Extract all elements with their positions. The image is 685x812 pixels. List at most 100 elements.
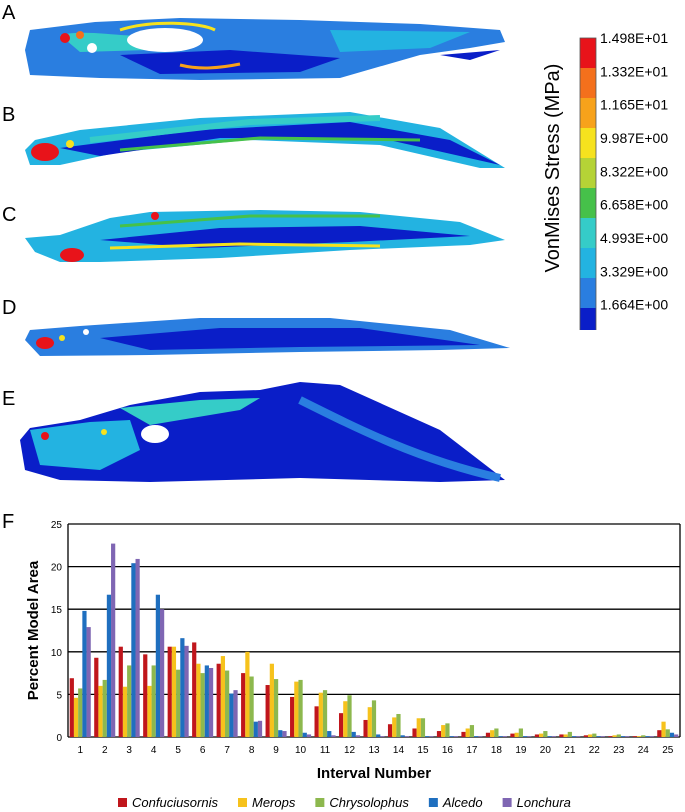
legend-swatch xyxy=(502,798,512,807)
y-tick-label: 0 xyxy=(56,733,62,744)
panel-label-c: C xyxy=(2,204,17,226)
bar xyxy=(278,730,283,737)
bar xyxy=(600,736,605,737)
bar xyxy=(322,690,328,737)
bar xyxy=(461,731,466,737)
bar xyxy=(657,730,662,737)
colorbar-segment xyxy=(580,278,596,308)
bar xyxy=(171,646,177,737)
bar xyxy=(669,732,675,737)
bar xyxy=(608,736,613,737)
bar xyxy=(184,645,189,737)
bar xyxy=(159,609,165,737)
model-b-merops xyxy=(25,112,505,168)
panel-label-d: D xyxy=(2,297,17,319)
bar xyxy=(196,663,201,737)
bar xyxy=(233,690,238,737)
bar xyxy=(429,736,434,737)
x-tick-label: 20 xyxy=(540,745,552,756)
bar xyxy=(625,736,630,737)
legend-label: Lonchura xyxy=(517,795,571,810)
bar xyxy=(257,720,263,737)
x-tick-label: 2 xyxy=(102,745,108,756)
x-tick-label: 21 xyxy=(564,745,576,756)
bar xyxy=(380,736,385,737)
bar xyxy=(563,734,568,737)
bar xyxy=(674,734,679,737)
colorbar-segment xyxy=(580,188,596,218)
colorbar-segment xyxy=(580,68,596,98)
bar xyxy=(522,736,528,737)
bar xyxy=(441,725,446,737)
bar xyxy=(498,736,503,737)
y-tick-label: 10 xyxy=(51,648,63,659)
bar xyxy=(147,685,152,737)
bar xyxy=(636,736,642,737)
bar xyxy=(98,685,103,737)
legend-swatch xyxy=(428,798,438,807)
bar xyxy=(392,717,397,737)
bar xyxy=(571,736,577,737)
bar xyxy=(436,731,442,737)
bar xyxy=(306,734,312,737)
bar xyxy=(302,732,307,737)
bar xyxy=(665,729,670,737)
bar xyxy=(387,724,393,737)
legend-label: Merops xyxy=(252,795,296,810)
bar xyxy=(641,735,646,737)
model-c-chrysolophus xyxy=(25,210,505,262)
bar xyxy=(539,733,544,737)
bar xyxy=(534,734,540,737)
bar xyxy=(220,656,226,737)
x-tick-label: 23 xyxy=(613,745,625,756)
colorbar-segment xyxy=(580,248,596,278)
bar xyxy=(485,732,491,737)
bar xyxy=(143,654,148,737)
legend-swatch xyxy=(118,798,127,807)
bar xyxy=(106,594,112,737)
model-e-lonchura xyxy=(20,382,505,482)
y-tick-label: 25 xyxy=(51,520,63,531)
colorbar-segment xyxy=(580,128,596,158)
model-d-alcedo xyxy=(25,318,510,356)
bar xyxy=(118,646,123,737)
bar xyxy=(514,732,519,737)
bar xyxy=(327,731,332,737)
bar xyxy=(216,663,221,737)
bar xyxy=(273,679,279,737)
bar xyxy=(192,642,197,737)
bar xyxy=(449,736,454,737)
y-axis-title: Percent Model Area xyxy=(25,560,42,700)
bar xyxy=(425,736,430,737)
legend-swatch xyxy=(315,798,325,807)
bar xyxy=(338,713,344,737)
bar xyxy=(314,706,319,737)
x-tick-label: 8 xyxy=(249,745,255,756)
x-axis-title: Interval Number xyxy=(317,765,431,782)
bar xyxy=(355,735,361,737)
bar xyxy=(510,733,515,737)
stress-models xyxy=(20,18,510,482)
bar xyxy=(616,734,621,737)
bar xyxy=(592,733,597,737)
bar xyxy=(620,736,626,737)
x-tick-label: 24 xyxy=(638,745,650,756)
bar xyxy=(367,707,372,737)
colorbar-segment xyxy=(580,218,596,248)
bar xyxy=(204,665,209,737)
colorbar-tick-label: 1.498E+01 xyxy=(600,30,668,46)
bar xyxy=(208,667,214,737)
bar xyxy=(269,663,274,737)
bar xyxy=(474,736,479,737)
panel-label-f: F xyxy=(2,511,15,533)
x-tick-label: 15 xyxy=(417,745,429,756)
bar xyxy=(282,731,287,737)
x-tick-label: 16 xyxy=(442,745,454,756)
bar xyxy=(298,679,303,737)
x-tick-label: 17 xyxy=(466,745,478,756)
bar xyxy=(200,673,205,737)
bar xyxy=(376,734,381,737)
bar xyxy=(502,736,507,737)
bar xyxy=(73,697,79,737)
